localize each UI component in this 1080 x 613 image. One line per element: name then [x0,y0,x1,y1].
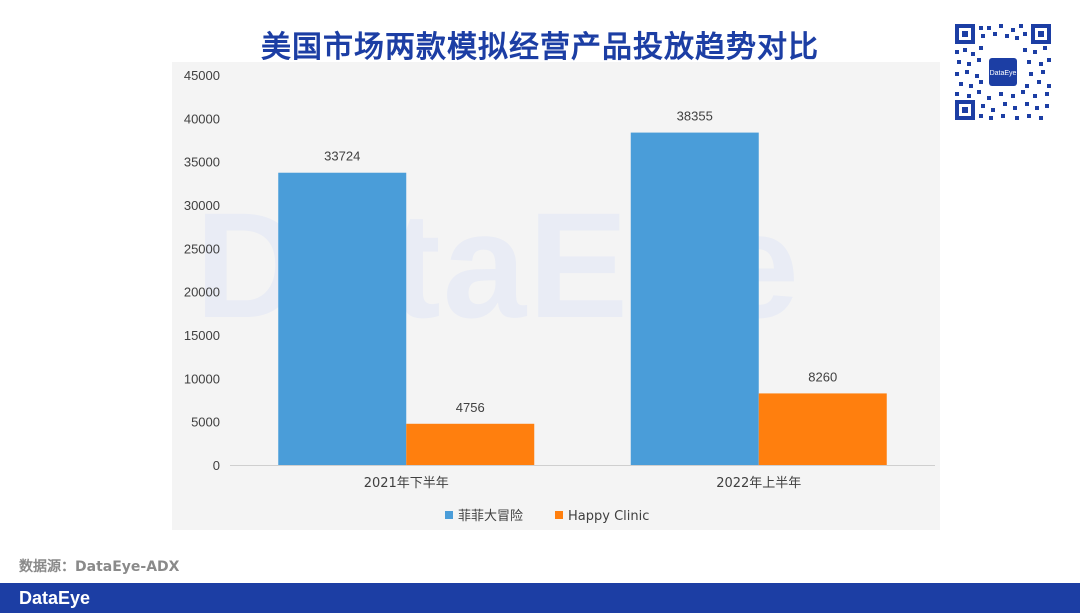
x-tick-label: 2022年上半年 [716,476,801,491]
bar-1 [630,132,759,465]
bar-2 [406,423,535,465]
footer-brand-logo: DataEye [19,588,91,608]
y-tick-label: 20000 [184,285,220,300]
data-label: 33724 [324,149,360,164]
legend-label: 菲菲大冒险 [458,509,523,524]
legend-swatch [445,511,453,519]
legend-swatch [555,511,563,519]
y-tick-label: 30000 [184,198,220,213]
x-tick-label: 2021年下半年 [364,476,449,491]
data-source: 数据源：DataEye-ADX [19,559,180,575]
y-tick-label: 25000 [184,241,220,256]
y-tick-label: 40000 [184,111,220,126]
bar-chart: 0 5000 10000 15000 20000 25000 30000 35000 40000… [184,68,935,524]
data-label: 38355 [677,109,713,124]
chart-panel: DataEye 0 5000 10000 15000 20000 25000 30000 35… [172,62,940,530]
y-tick-label: 15000 [184,328,220,343]
y-tick-label: 0 [213,458,220,473]
bar-1 [278,172,407,465]
y-tick-label: 35000 [184,155,220,170]
y-tick-label: 5000 [191,415,220,430]
qr-logo-text: DataEye [990,70,1017,77]
data-label: 8260 [808,369,837,384]
chart-title: 美国市场两款模拟经营产品投放趋势对比 [261,30,819,65]
footer-bar: DataEye [0,583,1080,613]
qr-code: DataEye [953,22,1053,122]
data-label: 4756 [456,400,485,415]
bar-2 [758,393,887,465]
legend-label: Happy Clinic [568,509,649,524]
y-tick-label: 10000 [184,371,220,386]
y-tick-label: 45000 [184,68,220,83]
